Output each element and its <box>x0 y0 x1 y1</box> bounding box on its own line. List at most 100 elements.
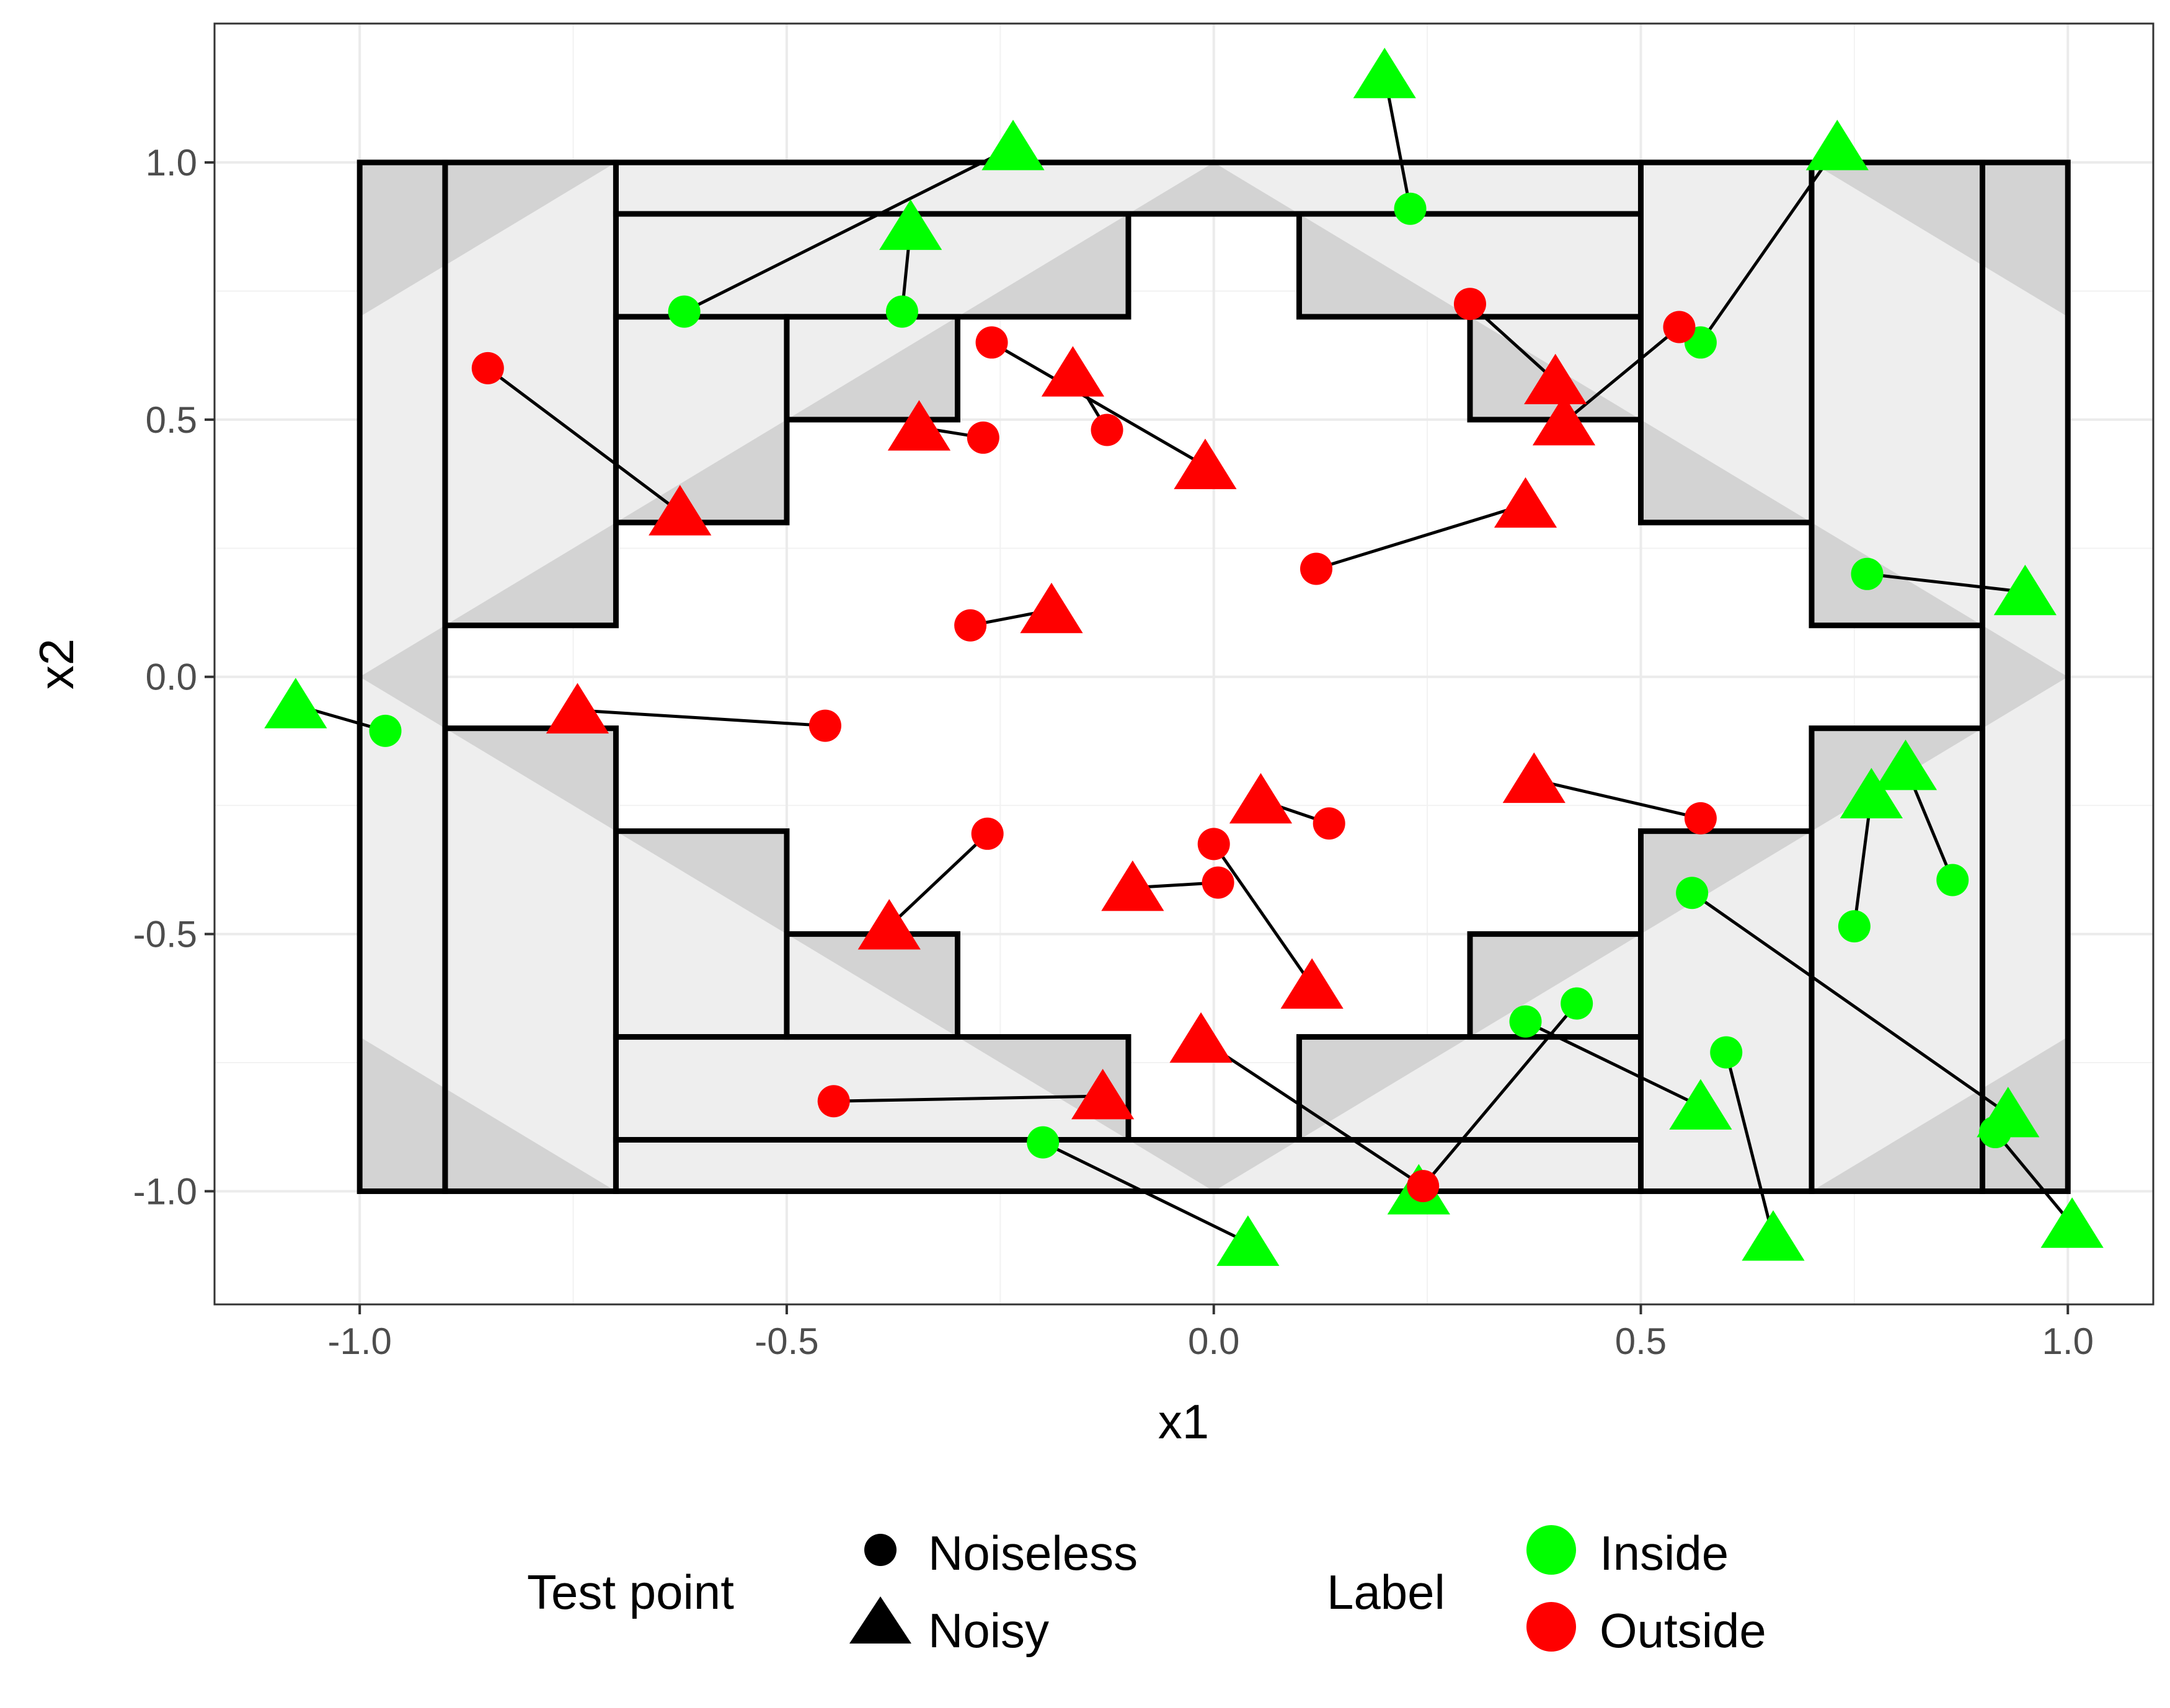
point-noisy-outside <box>887 400 951 451</box>
point-noiseless-outside <box>1453 288 1486 321</box>
region-corner <box>1811 162 2068 317</box>
x-tick-label: -0.5 <box>755 1321 818 1362</box>
point-noisy-outside <box>857 899 921 950</box>
point-noisy-inside <box>1805 120 1869 170</box>
legend-key-outside-circle-icon <box>1526 1602 1576 1652</box>
y-tick-label: -0.5 <box>133 914 197 955</box>
noise-segment <box>1724 1051 1775 1238</box>
region-rectangle <box>356 159 448 1194</box>
point-noiseless-outside <box>1197 828 1230 861</box>
point-noiseless-outside <box>971 817 1004 850</box>
point-noiseless-outside <box>967 421 999 454</box>
noise-segment <box>1525 1020 1701 1108</box>
noise-segment <box>683 145 1014 313</box>
point-noisy-inside <box>1993 564 2057 616</box>
point-noiseless-outside <box>817 1085 850 1118</box>
point-noisy-outside <box>1041 346 1105 397</box>
point-noiseless-inside <box>1509 1005 1542 1038</box>
panel-border <box>213 22 2154 1306</box>
point-noisy-outside <box>1502 752 1566 803</box>
noise-segment <box>1562 325 1681 423</box>
noise-segment <box>1691 892 2009 1116</box>
point-noiseless-outside <box>975 326 1008 359</box>
region-rectangle <box>784 314 960 423</box>
y-axis: -1.0 -0.5 0.0 0.5 1.0 <box>133 142 215 1212</box>
point-noisy-outside <box>1524 353 1587 405</box>
noise-segment <box>1867 572 2026 594</box>
legend-title-label: Label <box>1327 1565 1445 1619</box>
point-noisy-outside <box>1101 860 1164 911</box>
noise-segment <box>1417 1002 1579 1193</box>
point-noisy-outside <box>1280 958 1344 1009</box>
region-corner <box>360 162 616 317</box>
point-noisy-inside <box>1742 1210 1805 1261</box>
region-corner <box>1811 1037 2068 1192</box>
point-noiseless-inside <box>885 295 918 328</box>
region-rectangle <box>1979 159 2071 1194</box>
noise-segment <box>1533 778 1701 820</box>
point-noisy-outside <box>1494 477 1557 528</box>
y-tick-label: 0.0 <box>146 657 197 698</box>
y-tick-label: -1.0 <box>133 1170 197 1212</box>
points <box>264 47 2104 1266</box>
noise-segment <box>888 832 989 927</box>
legend-key-inside-circle-icon <box>1526 1525 1576 1575</box>
noise-segment <box>1699 146 1839 343</box>
point-noisy-inside <box>879 199 942 250</box>
point-noisy-outside <box>1020 582 1083 634</box>
noise-segment <box>1316 503 1526 570</box>
point-noiseless-inside <box>1838 910 1871 943</box>
point-noisy-outside <box>1229 772 1293 824</box>
point-noiseless-inside <box>1561 987 1593 1020</box>
x-tick-label: -1.0 <box>327 1321 391 1362</box>
y-axis-title: x2 <box>29 639 84 689</box>
noise-segment <box>1994 1131 2074 1226</box>
point-noiseless-outside <box>1091 414 1123 446</box>
point-noiseless-inside <box>1710 1036 1743 1069</box>
legend-label-inside: Inside <box>1600 1526 1729 1580</box>
point-noiseless-outside <box>1202 866 1234 899</box>
noise-segment <box>1042 1141 1249 1244</box>
point-noiseless-outside <box>808 709 841 742</box>
noise-segment <box>577 709 826 728</box>
point-noisy-inside <box>1216 1215 1280 1266</box>
point-noiseless-inside <box>1979 1116 2012 1149</box>
point-noisy-inside <box>1353 47 1416 99</box>
noise-segment <box>1200 1038 1424 1188</box>
point-noiseless-outside <box>1663 311 1696 343</box>
noise-segment <box>1212 843 1314 987</box>
point-noisy-outside <box>1532 395 1596 446</box>
noise-segments <box>295 74 2074 1244</box>
point-noiseless-inside <box>1676 877 1709 909</box>
point-noisy-inside <box>1840 768 1903 818</box>
point-noisy-outside <box>546 683 609 734</box>
point-noisy-outside <box>649 485 712 536</box>
noise-segment <box>833 1094 1103 1103</box>
region-corner <box>360 1037 616 1192</box>
point-noisy-inside <box>2040 1197 2104 1248</box>
point-noiseless-outside <box>1684 802 1717 834</box>
noise-segment <box>1469 303 1557 383</box>
x-tick-label: 0.5 <box>1615 1321 1667 1362</box>
legend-label: Label Inside Outside <box>1327 1525 1766 1658</box>
point-noiseless-inside <box>668 295 701 328</box>
legend-key-noisy-triangle-icon <box>849 1596 911 1644</box>
legend-label-outside: Outside <box>1600 1603 1766 1658</box>
legend-label-noiseless: Noiseless <box>928 1526 1138 1580</box>
point-noiseless-outside <box>1313 807 1345 840</box>
noise-segment <box>487 366 681 514</box>
point-noisy-outside <box>1169 1012 1233 1063</box>
point-noiseless-inside <box>369 714 402 747</box>
point-noisy-inside <box>1874 739 1938 790</box>
point-noisy-inside <box>1669 1079 1732 1130</box>
y-tick-label: 0.5 <box>146 399 197 441</box>
noise-segment <box>991 341 1207 467</box>
legend-title-test-point: Test point <box>527 1565 734 1619</box>
point-noisy-outside <box>1071 1068 1135 1120</box>
legend-label-noisy: Noisy <box>928 1603 1049 1658</box>
point-noisy-inside <box>981 120 1045 170</box>
legend-test-point: Test point Noiseless Noisy <box>527 1526 1138 1658</box>
point-noiseless-inside <box>1027 1126 1060 1159</box>
y-tick-label: 1.0 <box>146 142 197 184</box>
